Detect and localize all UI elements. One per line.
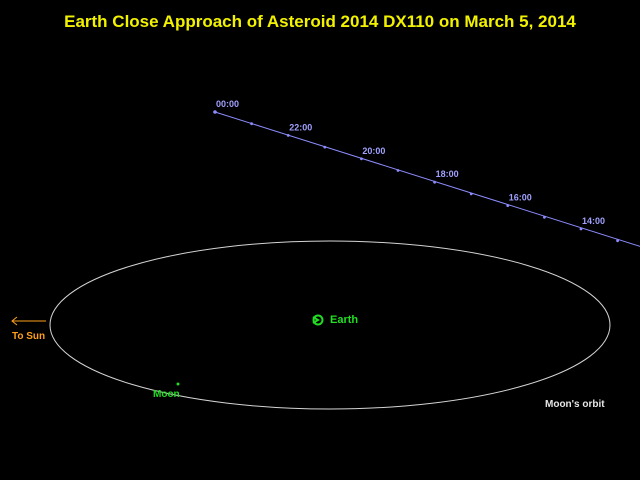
trajectory-tick xyxy=(360,157,363,161)
trajectory-tick xyxy=(213,110,217,114)
trajectory-tick xyxy=(543,215,546,219)
trajectory-time-label: 16:00 xyxy=(509,193,532,203)
sun-direction-arrow-icon xyxy=(11,316,46,326)
trajectory-time-label: 14:00 xyxy=(582,216,605,226)
earth-label: Earth xyxy=(330,314,358,326)
trajectory-time-label: 00:00 xyxy=(216,99,239,109)
moon-label: Moon xyxy=(153,389,180,400)
earth-icon xyxy=(312,314,324,326)
trajectory-tick xyxy=(616,239,619,243)
trajectory-tick xyxy=(506,204,510,208)
trajectory-tick xyxy=(396,169,400,172)
trajectory-tick xyxy=(323,145,327,149)
trajectory-tick xyxy=(469,192,473,196)
moon-icon xyxy=(176,382,180,386)
diagram-title: Earth Close Approach of Asteroid 2014 DX… xyxy=(64,12,576,31)
trajectory-tick xyxy=(433,180,436,184)
trajectory-time-label: 20:00 xyxy=(362,146,385,156)
moon-orbit-path xyxy=(49,240,611,410)
moon-orbit-label: Moon's orbit xyxy=(545,399,605,410)
trajectory-tick xyxy=(250,122,254,126)
asteroid-trajectory-line xyxy=(214,111,640,247)
trajectory-tick xyxy=(579,227,583,231)
asteroid-trajectory: 00:00 22:00 20:00 18:00 16:00 14:00 xyxy=(213,99,640,247)
trajectory-time-label: 18:00 xyxy=(436,169,459,179)
trajectory-time-label: 22:00 xyxy=(289,122,312,132)
trajectory-tick xyxy=(286,134,290,137)
to-sun-label: To Sun xyxy=(12,331,45,342)
